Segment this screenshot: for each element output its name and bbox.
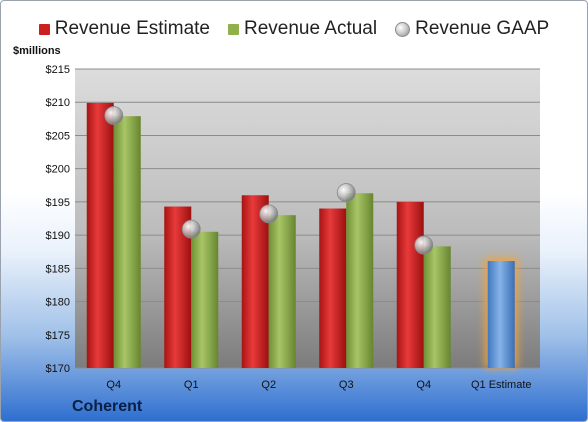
bubble-revenue-gaap xyxy=(259,204,279,224)
legend-label-estimate: Revenue Estimate xyxy=(54,18,210,39)
bar-future-estimate xyxy=(487,261,515,368)
y-tick-label: $200 xyxy=(46,164,70,176)
x-tick-label: Q1 Estimate xyxy=(471,379,532,391)
bar-revenue-estimate xyxy=(319,208,347,368)
x-tick-label: Q3 xyxy=(339,379,354,391)
legend-swatch-estimate xyxy=(38,23,50,35)
legend-item-gaap: Revenue GAAP xyxy=(395,18,549,40)
y-tick-label: $210 xyxy=(46,97,70,109)
plot-area xyxy=(75,69,540,368)
bubble-revenue-gaap xyxy=(181,219,201,239)
y-axis-unit-label: $millions xyxy=(13,45,61,57)
bar-revenue-actual xyxy=(346,193,374,368)
legend-label-gaap: Revenue GAAP xyxy=(415,18,550,39)
bubble-revenue-gaap xyxy=(104,106,124,125)
x-tick-label: Q1 xyxy=(184,379,199,391)
bar-revenue-actual xyxy=(268,215,296,368)
y-tick-label: $185 xyxy=(46,263,70,275)
y-tick-label: $205 xyxy=(46,130,70,142)
y-tick-label: $215 xyxy=(46,64,70,76)
legend-swatch-actual xyxy=(228,23,239,35)
bubble-revenue-gaap xyxy=(336,183,356,202)
y-tick-label: $175 xyxy=(46,330,70,342)
company-name: Coherent xyxy=(72,398,143,415)
bubble-revenue-gaap xyxy=(414,235,434,255)
legend-bubble-gaap xyxy=(395,21,411,37)
y-tick-label: $195 xyxy=(46,197,70,209)
x-tick-label: Q4 xyxy=(416,379,431,391)
legend-item-estimate: Revenue Estimate xyxy=(38,18,210,40)
bar-revenue-actual xyxy=(113,116,141,368)
x-tick-label: Q2 xyxy=(261,379,276,391)
bar-revenue-actual xyxy=(423,246,451,368)
y-tick-label: $190 xyxy=(46,230,70,242)
bar-revenue-estimate xyxy=(241,195,269,368)
y-tick-label: $180 xyxy=(46,297,70,309)
bar-revenue-estimate xyxy=(396,201,424,368)
legend-label-actual: Revenue Actual xyxy=(244,18,378,39)
legend-item-actual: Revenue Actual xyxy=(228,18,377,40)
bar-revenue-estimate xyxy=(86,102,114,369)
y-tick-label: $170 xyxy=(46,363,70,375)
bar-revenue-actual xyxy=(191,231,219,368)
legend: Revenue Estimate Revenue Actual Revenue … xyxy=(1,11,587,47)
x-tick-label: Q4 xyxy=(106,379,121,391)
